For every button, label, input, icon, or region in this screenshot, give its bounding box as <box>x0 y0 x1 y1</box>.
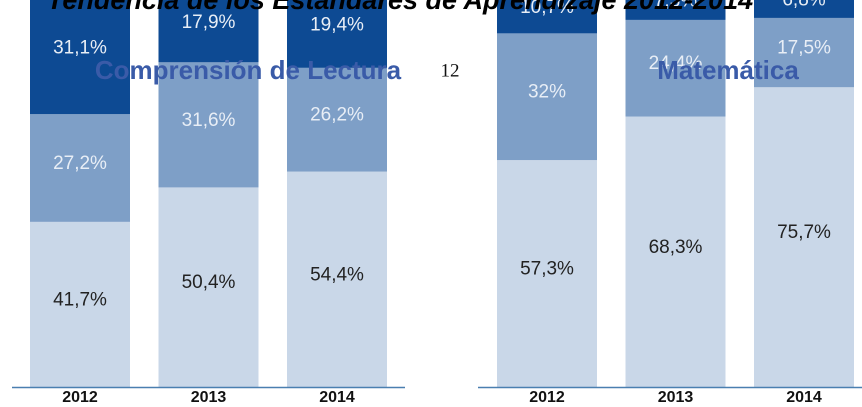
value-label: 26,2% <box>310 105 364 126</box>
bar-segment <box>625 116 726 388</box>
bar-segment <box>158 0 259 63</box>
x-tick-label: 2014 <box>786 389 822 406</box>
bar-segment <box>497 0 597 34</box>
bar-segment <box>754 0 854 18</box>
bar-segment <box>287 67 387 172</box>
bar-segment <box>158 62 259 188</box>
value-label: 57,3% <box>520 259 574 280</box>
page-number: 12 <box>441 60 460 81</box>
value-label: 31,1% <box>53 38 107 59</box>
value-label: 17,5% <box>777 38 831 59</box>
chart-subtitle: Comprensión de Lectura <box>95 55 402 85</box>
x-tick-label: 2013 <box>191 389 227 406</box>
value-label: 19,4% <box>310 14 364 35</box>
value-label: 50,4% <box>182 272 236 293</box>
x-tick-label: 2012 <box>62 389 98 406</box>
value-label: 75,7% <box>777 222 831 243</box>
value-label: 27,2% <box>53 153 107 174</box>
value-label: 41,7% <box>53 289 107 310</box>
bar-segment <box>497 33 597 161</box>
x-tick-label: 2012 <box>529 389 565 406</box>
value-label: 31,6% <box>182 110 236 131</box>
bar-segment <box>30 114 130 222</box>
bar-segment <box>30 221 130 387</box>
value-label: 24,4% <box>649 53 703 74</box>
chart-subtitle: Matemática <box>657 55 799 85</box>
value-label: 7,3% <box>654 0 697 11</box>
value-label: 17,9% <box>182 12 236 33</box>
page-title: Tendencia de los Estándares de Aprendiza… <box>47 0 753 15</box>
value-label: 68,3% <box>649 237 703 258</box>
bar-segment <box>625 0 726 20</box>
bar-segment <box>625 19 726 117</box>
bar-segment <box>287 171 387 387</box>
value-label: 54,4% <box>310 264 364 285</box>
value-label: 10,7% <box>520 0 574 18</box>
bar-segment <box>30 0 130 115</box>
bar-segment <box>158 187 259 387</box>
x-tick-label: 2014 <box>319 389 355 406</box>
x-tick-label: 2013 <box>658 389 694 406</box>
bar-segment <box>754 87 854 387</box>
bar-segment <box>497 160 597 387</box>
value-label: 6,8% <box>782 0 825 10</box>
value-label: 32% <box>528 82 566 103</box>
bar-segment <box>754 17 854 88</box>
bar-segment <box>287 0 387 68</box>
